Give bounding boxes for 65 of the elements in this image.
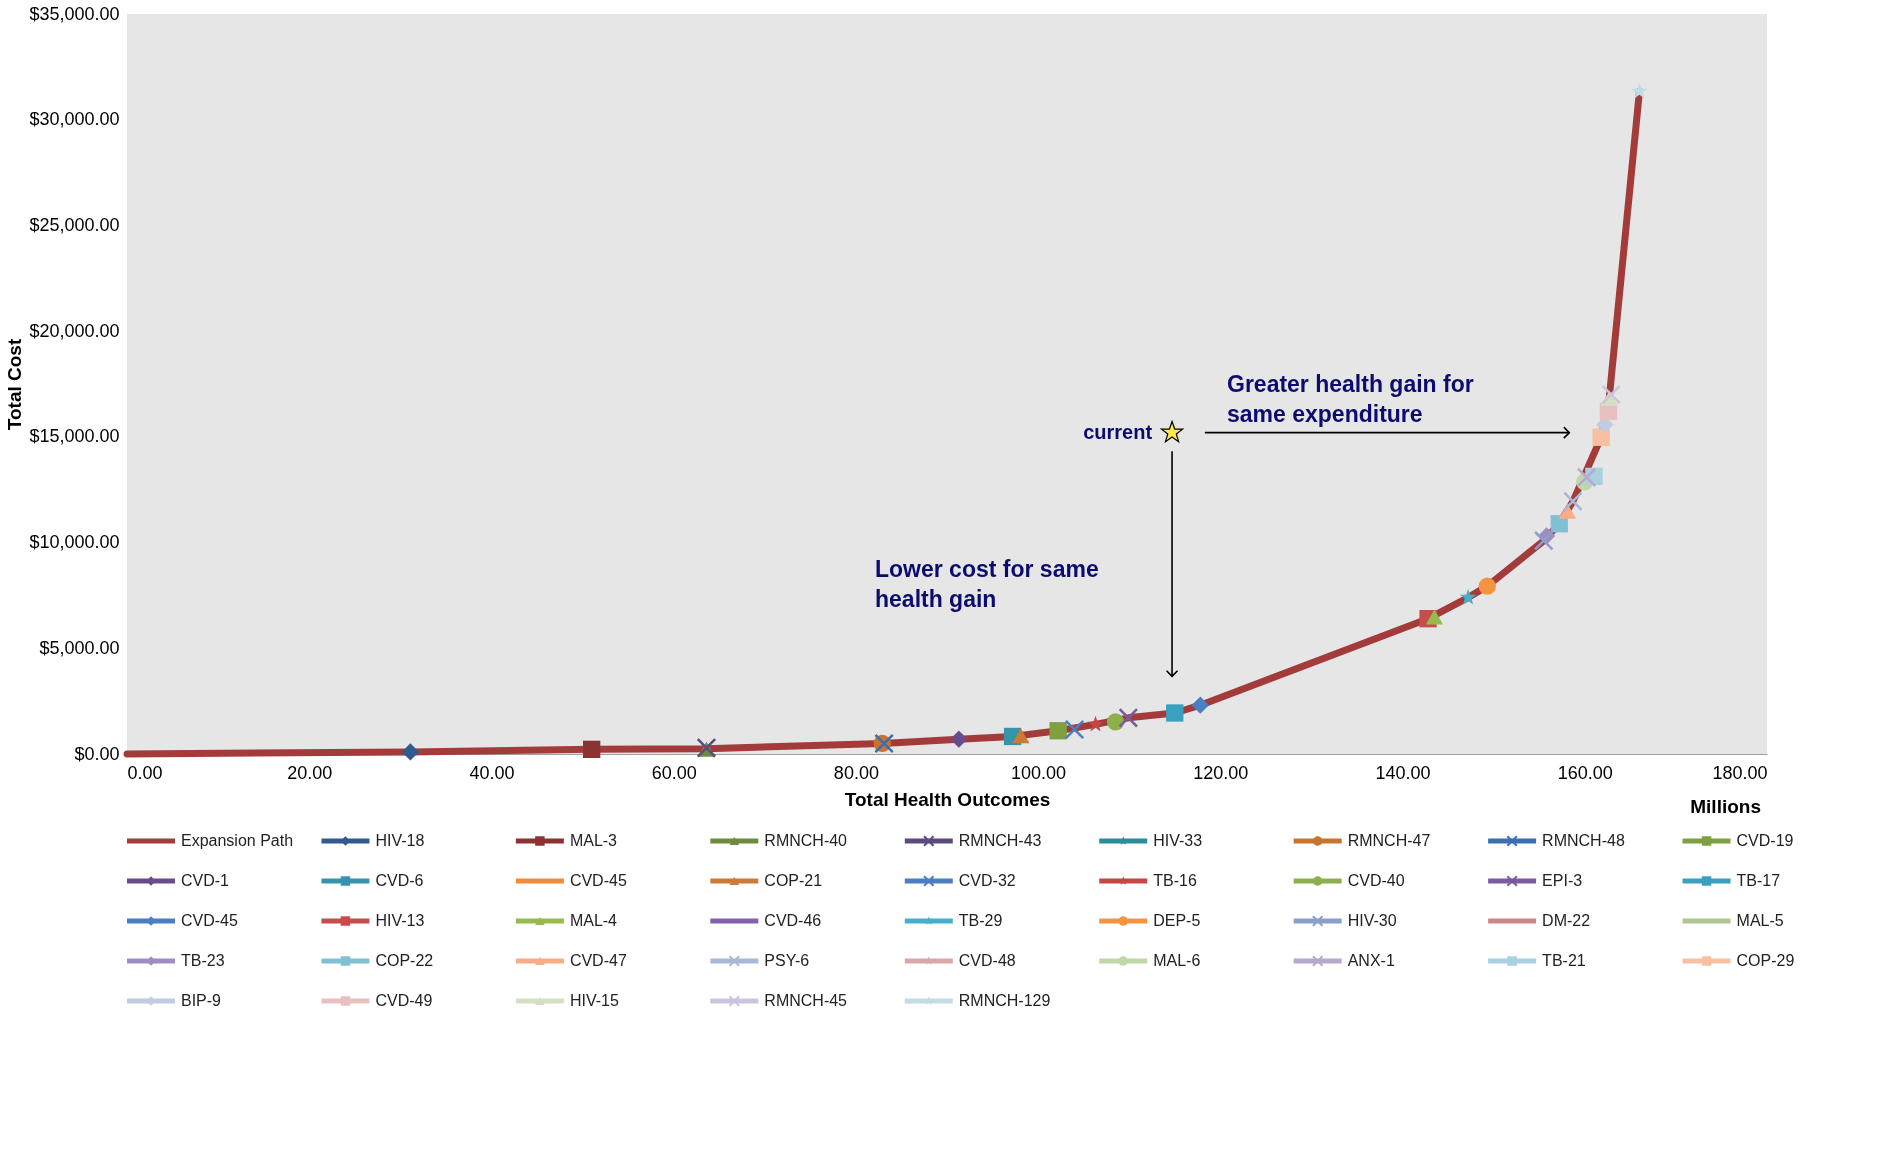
legend-label: RMNCH-47 [1347, 832, 1431, 849]
legend-label: CVD-49 [375, 992, 433, 1009]
legend-label: CVD-19 [1736, 832, 1794, 849]
y-tick-label: $35,000.00 [29, 3, 120, 24]
legend-label: RMNCH-43 [958, 832, 1042, 849]
legend-label: CVD-46 [764, 912, 822, 929]
legend-label: CVD-45 [181, 912, 239, 929]
y-tick-label: $0.00 [74, 743, 120, 764]
legend-label: DEP-5 [1153, 912, 1201, 929]
y-tick-label: $30,000.00 [29, 109, 120, 130]
x-tick-label: 160.00 [1557, 762, 1613, 783]
x-tick-label: 40.00 [469, 762, 515, 783]
legend-label: TB-23 [181, 952, 225, 969]
x-tick-label: 120.00 [1193, 762, 1249, 783]
legend-label: MAL-3 [569, 832, 618, 849]
y-tick-label: $20,000.00 [29, 320, 120, 341]
legend-label: COP-21 [764, 872, 823, 889]
x-tick-label: 0.00 [127, 762, 163, 783]
legend-label: HIV-33 [1153, 832, 1203, 849]
legend-label: RMNCH-45 [764, 992, 848, 1009]
x-tick-label: 180.00 [1712, 762, 1768, 783]
legend-label: HIV-30 [1347, 912, 1397, 929]
legend-label: TB-17 [1736, 872, 1781, 889]
legend-label: DM-22 [1542, 912, 1591, 929]
legend-label: CVD-45 [569, 872, 627, 889]
x-tick-label: 100.00 [1011, 762, 1067, 783]
annotation: Greater health gain for same expenditure [1227, 371, 1474, 427]
legend-label: COP-22 [375, 952, 434, 969]
text: Millions [1690, 796, 1761, 817]
x-tick-label: 80.00 [833, 762, 879, 783]
legend-label: Expansion Path [181, 832, 294, 849]
legend-label: CVD-48 [958, 952, 1016, 969]
legend-label: ANX-1 [1347, 952, 1395, 969]
x-tick-label: 20.00 [287, 762, 333, 783]
legend-label: HIV-18 [375, 832, 425, 849]
annotation: current [1083, 420, 1153, 443]
y-tick-label: $25,000.00 [29, 214, 120, 235]
legend-label: MAL-4 [569, 912, 618, 929]
y-axis-title: Total Cost [4, 338, 26, 431]
legend-label: EPI-3 [1542, 872, 1583, 889]
legend-label: HIV-13 [375, 912, 425, 929]
legend-label: TB-29 [958, 912, 1003, 929]
y-tick-label: $15,000.00 [29, 426, 120, 447]
legend-label: HIV-15 [569, 992, 619, 1009]
legend-label: MAL-5 [1736, 912, 1784, 929]
legend-label: CVD-47 [569, 952, 627, 969]
legend-label: TB-16 [1153, 872, 1197, 889]
x-axis-title: Total Health Outcomes [844, 788, 1051, 810]
legend-label: RMNCH-129 [958, 992, 1051, 1009]
x-tick-label: 60.00 [651, 762, 697, 783]
y-tick-label: $5,000.00 [39, 637, 120, 658]
x-tick-label: 140.00 [1375, 762, 1431, 783]
legend-label: PSY-6 [764, 952, 810, 969]
legend-label: RMNCH-48 [1542, 832, 1625, 849]
legend-label: COP-29 [1736, 952, 1795, 969]
annotation: Lower cost for same health gain [875, 556, 1099, 612]
legend-label: RMNCH-40 [764, 832, 848, 849]
legend-label: BIP-9 [181, 992, 222, 1009]
legend-label: CVD-32 [958, 872, 1016, 889]
legend-label: TB-21 [1542, 952, 1586, 969]
legend-label: CVD-6 [375, 872, 424, 889]
y-tick-label: $10,000.00 [29, 532, 120, 553]
legend-label: MAL-6 [1153, 952, 1201, 969]
legend-label: CVD-40 [1347, 872, 1405, 889]
legend-label: CVD-1 [181, 872, 230, 889]
